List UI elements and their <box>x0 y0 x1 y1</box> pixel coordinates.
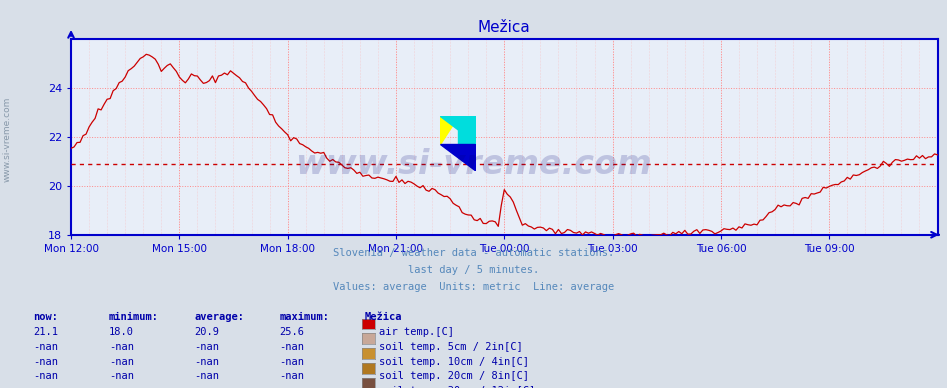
Text: www.si-vreme.com: www.si-vreme.com <box>295 148 652 182</box>
Text: -nan: -nan <box>279 342 304 352</box>
Text: -nan: -nan <box>109 342 134 352</box>
Text: soil temp. 20cm / 8in[C]: soil temp. 20cm / 8in[C] <box>379 371 528 381</box>
Text: 21.1: 21.1 <box>33 327 58 337</box>
Polygon shape <box>440 116 458 144</box>
Text: -nan: -nan <box>33 342 58 352</box>
Text: soil temp. 10cm / 4in[C]: soil temp. 10cm / 4in[C] <box>379 357 528 367</box>
Text: -nan: -nan <box>279 357 304 367</box>
Polygon shape <box>440 144 476 171</box>
Text: -nan: -nan <box>279 371 304 381</box>
Text: minimum:: minimum: <box>109 312 159 322</box>
Text: -nan: -nan <box>109 371 134 381</box>
Text: -nan: -nan <box>279 386 304 388</box>
Text: air temp.[C]: air temp.[C] <box>379 327 454 337</box>
Text: average:: average: <box>194 312 244 322</box>
Text: Values: average  Units: metric  Line: average: Values: average Units: metric Line: aver… <box>333 282 614 292</box>
Title: Mežica: Mežica <box>478 20 530 35</box>
Text: 25.6: 25.6 <box>279 327 304 337</box>
Polygon shape <box>458 116 476 144</box>
Text: 20.9: 20.9 <box>194 327 219 337</box>
Text: -nan: -nan <box>194 371 219 381</box>
Text: 18.0: 18.0 <box>109 327 134 337</box>
Text: www.si-vreme.com: www.si-vreme.com <box>3 97 12 182</box>
Text: -nan: -nan <box>194 357 219 367</box>
Text: -nan: -nan <box>109 357 134 367</box>
Text: Mežica: Mežica <box>365 312 402 322</box>
Text: -nan: -nan <box>109 386 134 388</box>
Text: -nan: -nan <box>194 342 219 352</box>
Text: maximum:: maximum: <box>279 312 330 322</box>
Text: now:: now: <box>33 312 58 322</box>
Text: -nan: -nan <box>194 386 219 388</box>
Text: -nan: -nan <box>33 371 58 381</box>
Text: soil temp. 30cm / 12in[C]: soil temp. 30cm / 12in[C] <box>379 386 535 388</box>
Polygon shape <box>440 116 476 144</box>
Text: soil temp. 5cm / 2in[C]: soil temp. 5cm / 2in[C] <box>379 342 523 352</box>
Text: last day / 5 minutes.: last day / 5 minutes. <box>408 265 539 275</box>
Text: Slovenia / weather data - automatic stations.: Slovenia / weather data - automatic stat… <box>333 248 614 258</box>
Text: -nan: -nan <box>33 357 58 367</box>
Text: -nan: -nan <box>33 386 58 388</box>
